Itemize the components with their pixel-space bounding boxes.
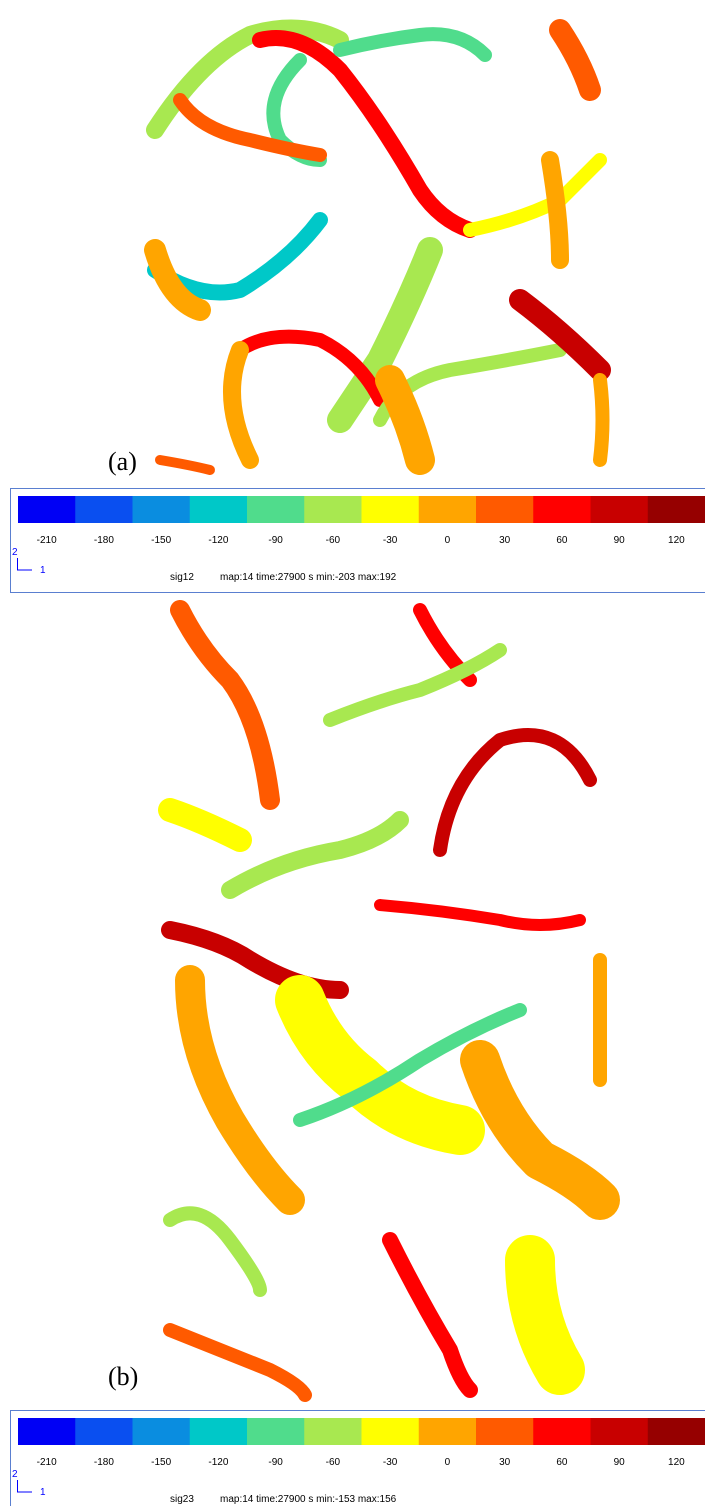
- field-name: sig23: [170, 1494, 194, 1505]
- colorbar-cell: [533, 496, 591, 523]
- colorbar-cell: [75, 1418, 133, 1445]
- axis-glyph: [17, 558, 32, 571]
- colorbar-tick-label: 120: [668, 535, 685, 546]
- colorbar-cell: [304, 496, 362, 523]
- colorbar-tick-label: -30: [383, 1457, 398, 1468]
- colorbar-tick-label: 90: [614, 1457, 626, 1468]
- colorbar-tick-label: 60: [556, 1457, 568, 1468]
- colorbar-tick-label: -150: [151, 1457, 171, 1468]
- colorbar-tick-label: -120: [208, 1457, 228, 1468]
- stress-map-b: [158, 600, 620, 1402]
- colorbar-tick-label: -30: [383, 535, 398, 546]
- colorbar-tick-label: -180: [94, 1457, 114, 1468]
- colorbar-cell: [476, 496, 534, 523]
- colorbar-cell: [590, 496, 649, 523]
- colorbar-cell: [533, 1418, 591, 1445]
- map-info: map:14 time:27900 s min:-153 max:156: [220, 1494, 397, 1505]
- colorbar-cell: [247, 1418, 305, 1445]
- colorbar-cell: [647, 1418, 705, 1445]
- axis-label-x: 1: [40, 1487, 46, 1498]
- axis-glyph: [17, 1480, 32, 1493]
- colorbar-cell: [132, 496, 191, 523]
- colorbar-tick-label: -60: [326, 1457, 341, 1468]
- colorbar-cell: [361, 496, 420, 523]
- colorbar-cell: [361, 1418, 420, 1445]
- colorbar-tick-label: -90: [268, 1457, 283, 1468]
- colorbar-tick-label: 60: [556, 535, 568, 546]
- axis-label-y: 2: [12, 547, 18, 558]
- colorbar-tick-label: 90: [614, 535, 626, 546]
- field-name: sig12: [170, 572, 194, 583]
- colorbar-tick-label: -180: [94, 535, 114, 546]
- map-info: map:14 time:27900 s min:-203 max:192: [220, 572, 397, 583]
- colorbar-cell: [189, 496, 248, 523]
- colorbar-cell: [590, 1418, 649, 1445]
- colorbar-cell: [75, 496, 133, 523]
- stress-map-a: [144, 19, 611, 475]
- colorbar-cell: [18, 1418, 76, 1445]
- colorbar-tick-label: -210: [37, 1457, 57, 1468]
- axis-label-y: 2: [12, 1469, 18, 1480]
- colorbar-cell: [189, 1418, 248, 1445]
- colorbar-tick-label: -150: [151, 535, 171, 546]
- colorbar-tick-label: -120: [208, 535, 228, 546]
- colorbar-tick-label: 30: [499, 1457, 511, 1468]
- colorbar-cell: [18, 496, 76, 523]
- colorbar-tick-label: -210: [37, 535, 57, 546]
- colorbar-tick-label: 0: [445, 535, 451, 546]
- panel-label: (b): [108, 1362, 138, 1391]
- colorbar-tick-label: -90: [268, 535, 283, 546]
- colorbar-cell: [247, 496, 305, 523]
- colorbar-cell: [418, 496, 477, 523]
- colorbar-tick-label: 30: [499, 535, 511, 546]
- colorbar-cell: [647, 496, 705, 523]
- colorbar-frame: [10, 488, 705, 593]
- panel-label: (a): [108, 447, 137, 476]
- colorbar-frame: [10, 1410, 705, 1506]
- colorbar-tick-label: -60: [326, 535, 341, 546]
- colorbar-cell: [304, 1418, 362, 1445]
- colorbar-cell: [132, 1418, 191, 1445]
- colorbar-tick-label: 0: [445, 1457, 451, 1468]
- colorbar-tick-label: 120: [668, 1457, 685, 1468]
- colorbar-cell: [418, 1418, 477, 1445]
- axis-label-x: 1: [40, 565, 46, 576]
- colorbar-cell: [476, 1418, 534, 1445]
